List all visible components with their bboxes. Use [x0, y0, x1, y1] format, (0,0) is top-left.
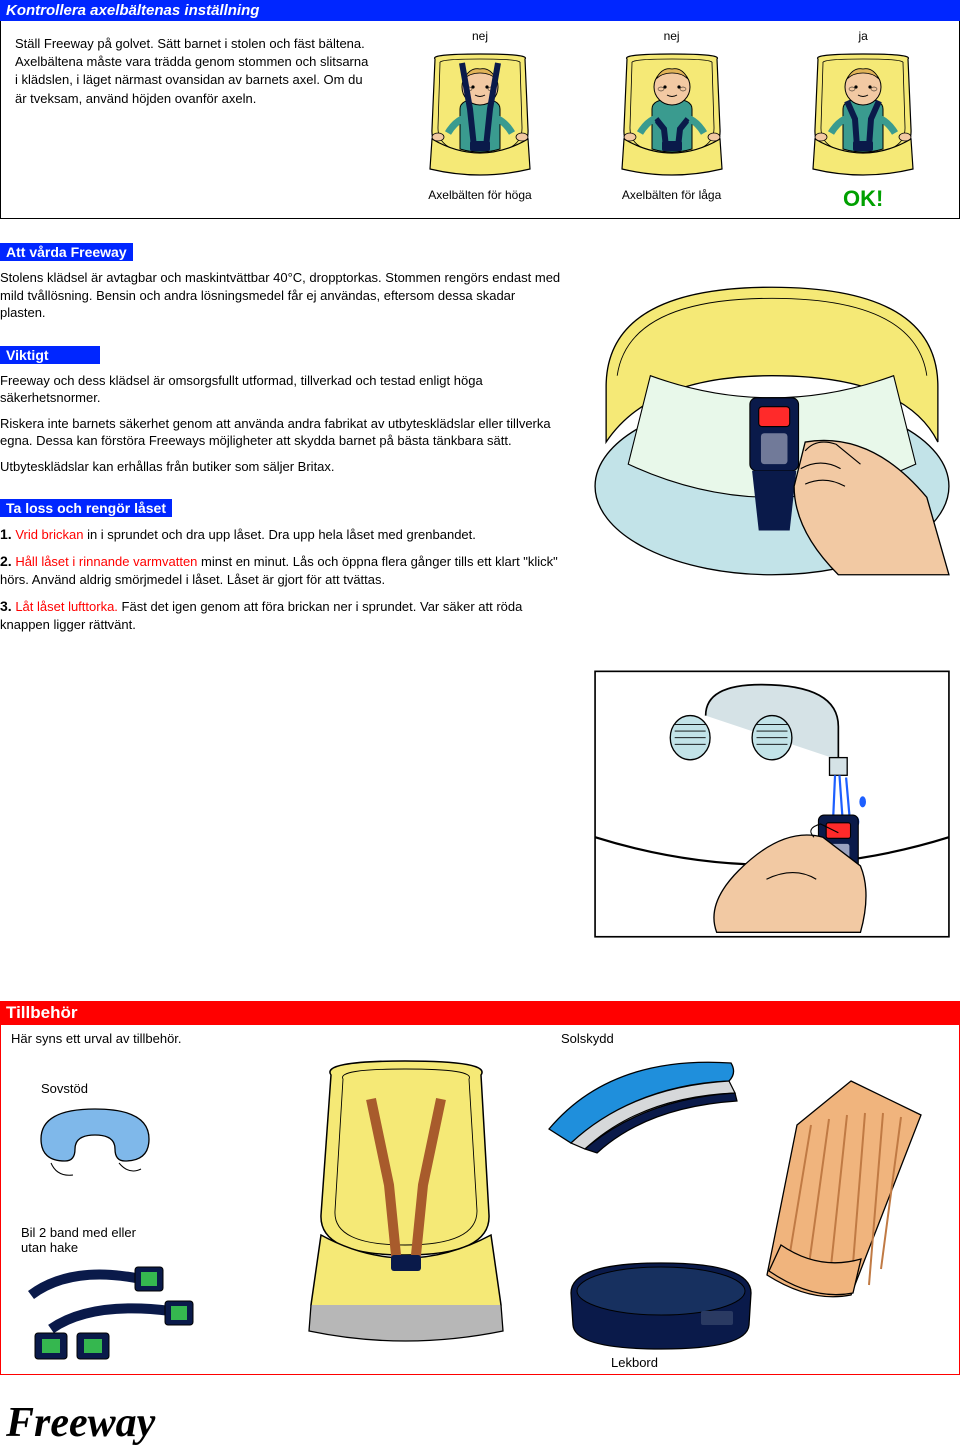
buckle-release-illustration [584, 243, 960, 586]
bil2-illustration [21, 1255, 231, 1365]
care-body: Stolens klädsel är avtagbar och maskintv… [0, 269, 564, 322]
shoulder-check-header: Kontrollera axelbältenas inställning [0, 0, 960, 21]
label-sovstod: Sovstöd [41, 1081, 88, 1096]
seat-illustration-low [612, 49, 732, 179]
brand-freeway: Freeway [6, 1399, 960, 1447]
accessories-panel: Här syns ett urval av tillbehör. Sovstöd… [0, 1025, 960, 1375]
label-lekbord: Lekbord [611, 1355, 658, 1370]
label-solskydd: Solskydd [561, 1031, 614, 1046]
accessories-header: Tillbehör [0, 1001, 960, 1025]
seat-illustration-high [420, 49, 540, 179]
label-bil2: Bil 2 band med eller utan hake [21, 1225, 141, 1255]
buckle-rinse-illustration [584, 605, 960, 948]
fig-too-high: nej [384, 29, 576, 212]
seat-illustration-ok [803, 49, 923, 179]
important-header: Viktigt [0, 346, 100, 364]
fig-ok: ja [767, 29, 959, 212]
clean-lock-step-2: 2. Håll låset i rinnande varmvatten mins… [0, 552, 564, 588]
center-seat-illustration [291, 1055, 521, 1355]
important-p1: Freeway och dess klädsel är omsorgsfullt… [0, 372, 564, 407]
clean-lock-header: Ta loss och rengör låset [0, 499, 172, 517]
clean-lock-step-1: 1. Vrid brickan in i sprundet och dra up… [0, 525, 564, 544]
solskydd-illustration [541, 1049, 741, 1159]
accessories-intro: Här syns ett urval av tillbehör. [11, 1031, 182, 1046]
fig-too-low: nej [576, 29, 768, 212]
important-p2: Riskera inte barnets säkerhet genom att … [0, 415, 564, 450]
sovstod-illustration [21, 1097, 171, 1197]
shoulder-check-body: Ställ Freeway på golvet. Sätt barnet i s… [1, 21, 384, 218]
clean-lock-step-3: 3. Låt låset lufttorka. Fäst det igen ge… [0, 597, 564, 633]
varmedyna-illustration [741, 1075, 931, 1305]
important-p3: Utbyteskläds­lar kan erhållas från butik… [0, 458, 564, 476]
care-header: Att vårda Freeway [0, 243, 133, 261]
lekbord-illustration [561, 1255, 761, 1355]
